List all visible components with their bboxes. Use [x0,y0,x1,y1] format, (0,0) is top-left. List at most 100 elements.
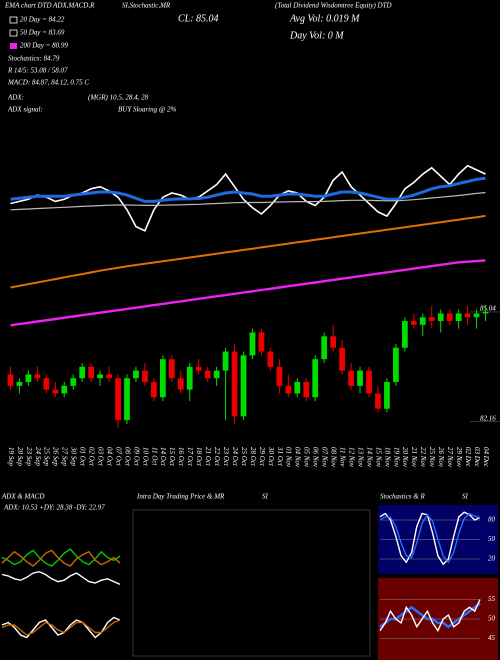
annotation: SI,Stochastic,MR [122,2,171,10]
series-line [1,619,121,636]
x-tick-label: 07 Nov [321,447,329,468]
candle-body [410,321,417,325]
panel-title: Stochastics & R [380,493,425,501]
x-tick-label: 14 Oct [159,447,167,467]
overlay-line [10,192,486,211]
annotation: ADX signal: [7,106,43,114]
panel-subtitle: SI [462,493,469,501]
candle-body [168,359,175,379]
annotation: Avg Vol: 0.019 M [289,13,360,24]
x-tick-label: 07 Oct [114,447,122,467]
legend-swatch [9,16,18,24]
candle-body [115,378,121,421]
x-tick-label: 14 Nov [365,447,373,468]
x-tick-label: 12 Nov [347,447,355,468]
candle-body [401,321,408,348]
candle-body [79,366,86,379]
y-tick-label: 80 [488,516,496,524]
candle-body [464,313,471,318]
x-tick-label: 19 Nov [392,447,400,468]
annotation: Stochastics: 84.79 [8,55,60,63]
overlay-line [10,259,486,327]
candle-body [195,366,202,371]
series-line [1,549,121,567]
candle-body [61,385,68,394]
x-tick-label: 30 Oct [267,446,275,467]
x-tick-label: 27 Sep [61,447,69,466]
candle-body [142,370,148,383]
candle-body [455,313,462,322]
candle-body [482,311,489,314]
annotation: (MGR) 10.5, 28.4, 28 [88,94,149,102]
x-tick-label: 24 Sep [34,447,42,466]
annotation: Day Vol: 0 M [289,30,344,41]
candle-body [43,378,50,390]
x-tick-label: 26 Nov [437,447,445,468]
candle-body [285,385,292,394]
panel-title: Intra Day Trading Price & MR [136,493,225,501]
candle-body [70,378,77,386]
candle-body [133,370,139,379]
candle-body [159,359,166,398]
candle-body [303,382,310,398]
candle-body [177,378,184,390]
x-tick-label: 04 Dec [482,447,490,468]
overlay-line [10,214,486,289]
candle-body [249,332,256,356]
candle-body [294,382,301,394]
series-line [1,570,121,586]
x-tick-label: 31 Oct [276,446,284,467]
x-tick-label: 10 Oct [141,447,149,467]
candle-body [25,374,32,383]
candle-body [276,366,283,386]
candle-body [124,378,130,421]
legend-swatch [9,29,18,37]
x-tick-label: 05 Nov [303,447,311,468]
intraday-panel [132,509,371,657]
x-tick-label: 01 Oct [79,447,87,467]
x-tick-label: 22 Nov [419,447,427,468]
y-tick-label: 50 [488,535,496,543]
x-tick-label: 28 Oct [249,447,257,467]
x-tick-label: 13 Nov [356,447,364,468]
y-tick-label: 55 [488,595,496,603]
x-tick-label: 06 Nov [312,447,320,468]
x-tick-label: 18 Nov [383,447,391,468]
candle-body [312,359,319,398]
x-tick-label: 21 Nov [410,447,418,468]
x-tick-label: 25 Oct [240,447,248,467]
x-tick-label: 23 Oct [222,447,230,467]
x-tick-label: 27 Nov [446,447,454,468]
candle-body [437,313,444,322]
x-tick-label: 18 Oct [195,447,203,467]
x-tick-label: 26 Sep [52,447,60,466]
series-line [379,512,481,564]
x-tick-label: 30 Sep [70,446,78,466]
series-line [379,599,481,633]
annotation: MACD: 84.87, 84.12, 0.75 C [7,79,89,87]
x-tick-label: 15 Oct [168,447,176,467]
candle-body [393,347,399,383]
series-line [379,511,481,566]
annotation: 200 Day = 80.99 [20,42,68,50]
candle-body [222,351,229,371]
candle-body [52,389,59,394]
x-tick-label: 21 Oct [204,447,212,467]
annotation: EMA chart DTD ADX,MACD,R [4,2,95,10]
candle-body [267,351,274,367]
y-tick-label: 20 [488,555,496,563]
x-tick-label: 22 Oct [213,447,221,467]
x-tick-label: 20 Sep [16,447,24,466]
candle-body [97,374,103,379]
y-tick-label: 85.04 [480,305,496,313]
annotation: (Total Dividend Wisdomtree Equity) DTD [275,2,392,10]
candle-body [106,374,112,379]
annotation: CL: 85.04 [178,13,219,24]
candle-body [186,366,193,390]
candle-body [366,370,372,394]
candle-body [88,366,95,379]
candle-body [330,336,337,348]
x-tick-label: 20 Nov [401,447,409,468]
x-tick-label: 25 Nov [428,447,436,468]
candle-body [151,382,157,398]
